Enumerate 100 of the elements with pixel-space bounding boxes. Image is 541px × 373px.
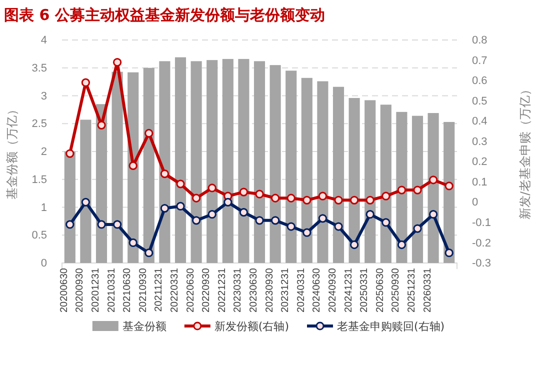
point: [397, 186, 406, 194]
point: [413, 224, 422, 233]
bar: [396, 112, 408, 263]
point: [286, 222, 296, 231]
point: [302, 196, 312, 204]
x-tick-label: 20240331: [296, 268, 307, 312]
y2-tick-label: -0.2: [472, 237, 491, 250]
chart-title: 图表 6 公募主动权益基金新发份额与老份额变动: [4, 6, 325, 24]
x-tick-label: 20250630: [374, 268, 386, 312]
point: [208, 184, 216, 192]
y-tick-label: 0: [40, 258, 47, 270]
point: [350, 240, 359, 250]
x-tick-label: 20251231: [406, 268, 418, 312]
bar: [444, 122, 455, 263]
point: [428, 210, 438, 219]
point: [302, 228, 312, 237]
bar: [174, 57, 186, 263]
point: [413, 186, 422, 194]
point: [224, 198, 232, 206]
point: [97, 120, 106, 130]
bar: [348, 98, 360, 263]
x-tick-label: 20230930: [264, 268, 276, 312]
point: [176, 202, 185, 211]
bar: [222, 58, 234, 263]
point: [66, 220, 74, 229]
point: [144, 248, 154, 258]
point: [444, 182, 454, 190]
bar: [80, 120, 92, 263]
point: [428, 176, 438, 184]
bar: [190, 61, 202, 263]
point: [444, 248, 454, 258]
y-tick-label: 1.5: [32, 174, 47, 186]
point: [160, 169, 170, 178]
point: [112, 58, 122, 67]
x-tick-label: 20220930: [201, 268, 212, 312]
y2-tick-label: 0.4: [472, 116, 488, 128]
x-tick-label: 20210331: [106, 268, 118, 312]
y2-tick-label: 0.5: [472, 95, 488, 108]
point: [270, 216, 280, 225]
point: [350, 196, 359, 204]
point: [318, 214, 328, 223]
point: [286, 194, 296, 202]
point: [397, 240, 406, 250]
x-tick-label: 20240630: [312, 268, 323, 312]
y2-tick-label: 0.1: [472, 176, 488, 188]
bar: [206, 60, 218, 263]
bar: [317, 81, 328, 263]
x-tick-label: 20200930: [74, 268, 86, 312]
point: [318, 192, 328, 200]
y-axis-title: 基金份额（万亿）: [5, 104, 19, 200]
y2-tick-label: 0.8: [472, 34, 488, 47]
point: [66, 149, 74, 158]
point: [176, 180, 185, 188]
point: [81, 78, 90, 87]
y-tick-label: 1: [40, 202, 47, 214]
bar: [64, 152, 76, 263]
y2-tick-label: 0.2: [472, 156, 488, 168]
bar: [364, 100, 376, 263]
x-tick-label: 20250331: [359, 268, 370, 312]
x-tick-label: 20241231: [343, 268, 354, 312]
point: [128, 238, 138, 248]
y-tick-label: 3: [40, 90, 47, 102]
y-tick-label: 4: [40, 34, 47, 47]
y-tick-label: 0.5: [32, 230, 47, 242]
x-tick-label: 20240930: [328, 268, 338, 312]
bar: [238, 58, 250, 263]
point: [255, 190, 264, 198]
y2-tick-label: 0: [472, 196, 478, 209]
y2-tick-label: 0.3: [472, 136, 488, 148]
legend-label: 基金份额: [122, 320, 166, 333]
point: [382, 218, 390, 227]
x-tick-label: 20260331: [422, 268, 434, 312]
x-tick-label: 20230331: [232, 268, 244, 312]
point: [255, 216, 264, 225]
y2-tick-label: -0.3: [472, 258, 491, 270]
bar: [286, 70, 297, 263]
point: [208, 210, 216, 219]
point: [366, 210, 374, 219]
legend-label: 新发份额(右轴): [214, 320, 289, 333]
y2-tick-label: -0.1: [472, 216, 491, 229]
x-tick-label: 20231231: [280, 268, 292, 312]
x-tick-label: 20211231: [154, 268, 165, 312]
bar: [301, 78, 312, 263]
point: [334, 222, 343, 231]
x-tick-label: 20230630: [248, 268, 260, 312]
x-tick-label: 20250930: [390, 268, 402, 312]
y-tick-label: 3.5: [32, 62, 47, 74]
x-tick-label: 20220630: [185, 268, 196, 312]
x-tick-label: 20201231: [90, 268, 102, 312]
bar: [270, 65, 281, 263]
x-tick-label: 20210630: [122, 268, 134, 312]
y2-axis-title: 新发/老基金申赎（万亿）: [518, 83, 532, 220]
bar: [332, 86, 344, 263]
point: [81, 198, 90, 206]
point: [144, 128, 154, 138]
bar: [254, 61, 266, 263]
point: [128, 161, 138, 170]
point: [270, 194, 280, 202]
point: [239, 208, 248, 217]
point: [97, 220, 106, 229]
